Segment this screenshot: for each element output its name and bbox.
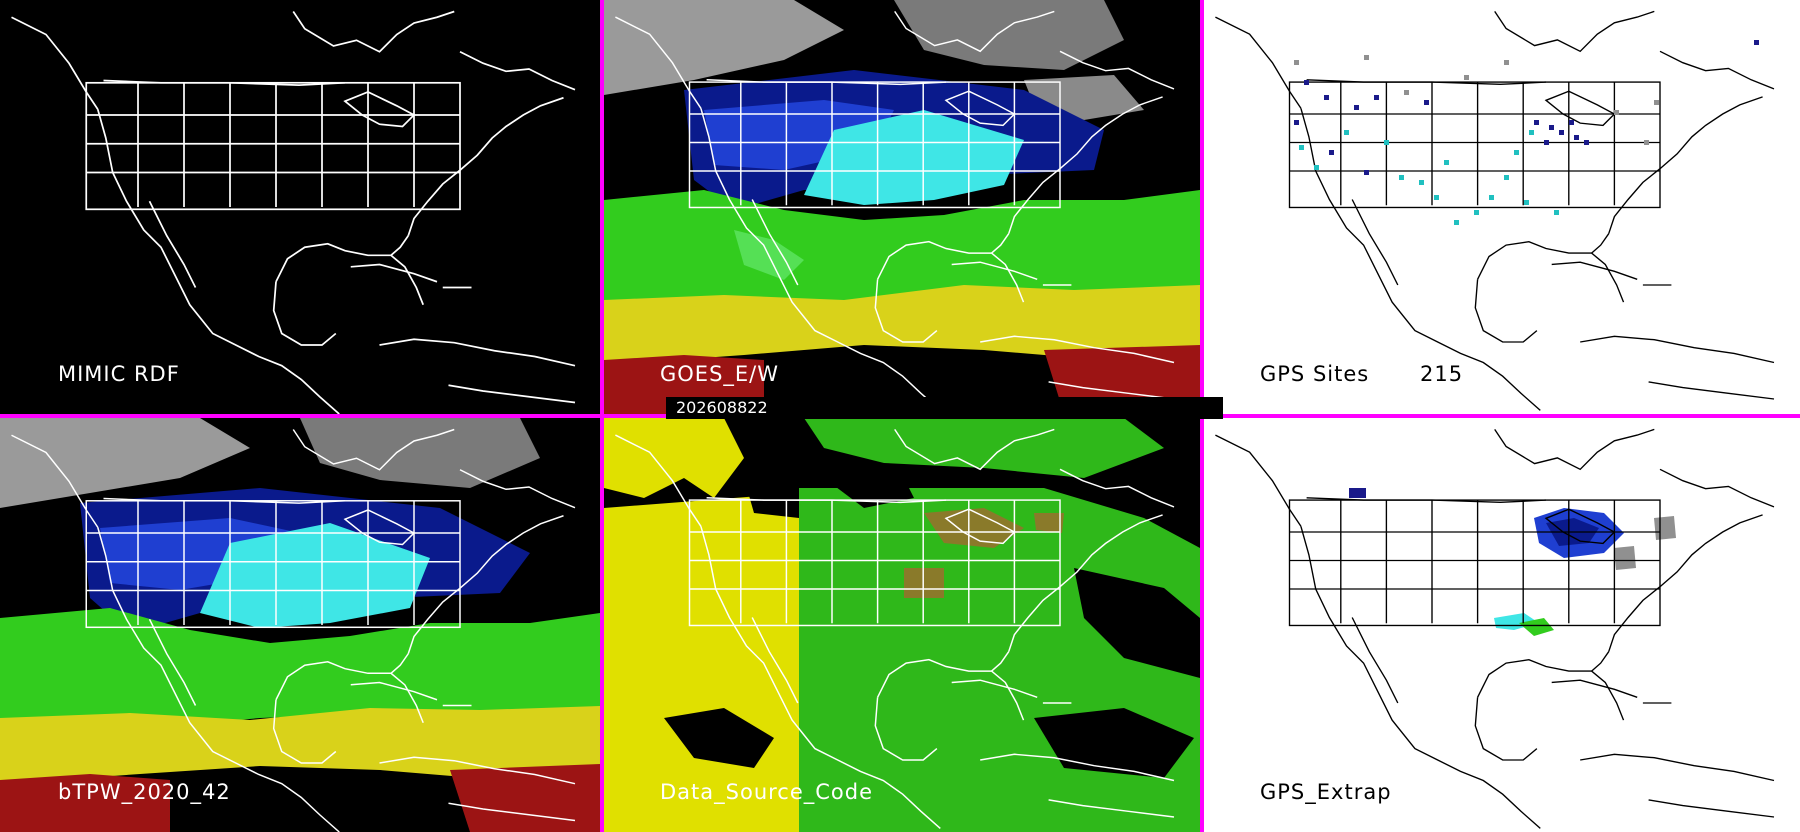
gps-site-count: 215 [1420,362,1464,386]
moisture-field [0,418,600,832]
panel-label-data-source-code: Data_Source_Code [660,780,874,804]
gps-site-marker [1364,55,1369,60]
panel-goes-ew: GOES_E/W [604,0,1200,414]
gps-site-marker [1559,130,1564,135]
gps-site-marker [1474,210,1479,215]
gps-site-marker [1364,170,1369,175]
gps-site-marker [1654,100,1659,105]
gps-site-marker [1584,140,1589,145]
gps-site-marker [1444,160,1449,165]
divider-vertical-left [600,0,604,832]
gps-site-marker [1464,75,1469,80]
map-outline [10,10,576,414]
gps-site-marker [1529,130,1534,135]
gps-site-marker [1569,120,1574,125]
gps-site-marker [1514,150,1519,155]
gps-site-marker [1314,165,1319,170]
gps-site-marker [1299,145,1304,150]
panel-label-gps-sites: GPS Sites [1260,362,1370,386]
gps-site-marker [1434,195,1439,200]
gps-site-marker [1614,110,1619,115]
gps-site-marker [1384,140,1389,145]
gps-site-marker [1294,60,1299,65]
gps-site-marker [1504,175,1509,180]
gps-site-marker [1554,210,1559,215]
gps-site-marker [1404,90,1409,95]
gps-site-map [1214,10,1775,412]
gps-site-marker [1549,125,1554,130]
gps-site-marker [1294,120,1299,125]
panel-mimic-rdf: MIMIC RDF [0,0,600,414]
gps-extrap-map [1214,428,1775,830]
gps-site-marker [1504,60,1509,65]
panel-gps-sites: GPS Sites 215 [1204,0,1800,414]
gps-site-marker [1524,200,1529,205]
panel-btpw: bTPW_2020_42 [0,418,600,832]
gps-site-marker [1424,100,1429,105]
gps-site-marker [1644,140,1649,145]
gps-site-marker [1399,175,1404,180]
panel-label-btpw: bTPW_2020_42 [58,780,231,804]
panel-data-source-code: Data_Source_Code [604,418,1200,832]
gps-site-marker [1374,95,1379,100]
moisture-field [604,0,1200,414]
gps-site-marker [1454,220,1459,225]
gps-site-marker [1534,120,1539,125]
gps-site-marker [1574,135,1579,140]
gps-site-marker [1324,95,1329,100]
gps-site-marker [1754,40,1759,45]
panel-label-goes-ew: GOES_E/W [660,362,780,386]
data-source-field [604,418,1200,832]
panel-gps-extrap: GPS_Extrap [1204,418,1800,832]
panel-label-gps-extrap: GPS_Extrap [1260,780,1392,804]
gps-site-marker [1419,180,1424,185]
gps-site-marker [1344,130,1349,135]
gps-site-marker [1354,105,1359,110]
gps-site-marker [1329,150,1334,155]
gps-site-marker [1304,80,1309,85]
gps-site-marker [1544,140,1549,145]
timestamp-label: 202608822 [666,397,1223,419]
panel-label-mimic-rdf: MIMIC RDF [58,362,180,386]
gps-site-marker [1489,195,1494,200]
